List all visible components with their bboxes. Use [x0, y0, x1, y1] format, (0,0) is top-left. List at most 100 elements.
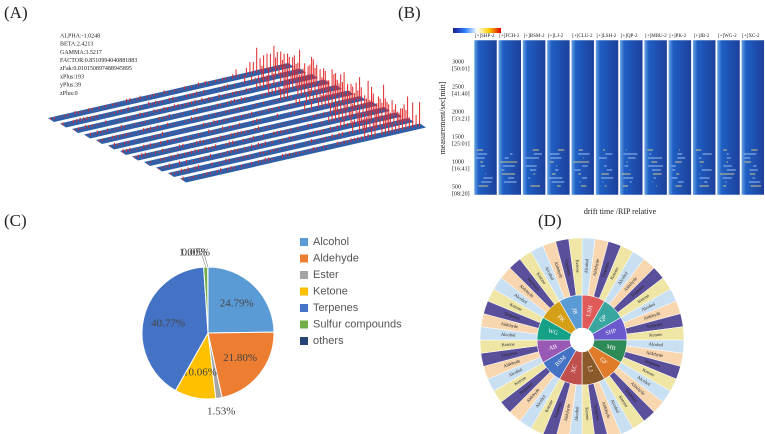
sample-name: [+]MBU-2 [645, 34, 667, 39]
spectrum-peaks [86, 59, 325, 137]
segment-label: Terpenes [600, 261, 610, 278]
y-tick-label: 1500 [452, 134, 464, 140]
sector-label: SHP [605, 328, 618, 337]
segment-label: Alcohol [583, 258, 589, 274]
sample-name: [+]PK-2 [669, 34, 686, 39]
segment-label: Ketone [609, 266, 619, 280]
value-label: 0.05% [182, 247, 210, 259]
sector-label: JB [570, 307, 577, 315]
segment-label: Terpenes [593, 404, 601, 421]
y-tick-label: 2500 [452, 84, 464, 90]
spectrum-peaks [158, 96, 397, 170]
sector-label: GF [598, 357, 608, 367]
segment-label: Aldehyde [500, 321, 518, 329]
y-tick-label: 2000 [452, 109, 464, 115]
segment-label: Ketone [513, 375, 527, 386]
sample-name: [+]LJ-2 [548, 34, 564, 39]
segment-label: Ketone [584, 407, 590, 420]
sector-label: LSH [586, 304, 595, 317]
heatmap [498, 39, 522, 196]
legend-swatch [300, 254, 308, 263]
segment-label: Ketone [536, 271, 547, 285]
sector-label: AB [548, 344, 558, 352]
segment-label: Ketone [636, 293, 650, 304]
heatmap [473, 39, 498, 196]
legend-swatch [300, 238, 308, 246]
outer-segment [556, 383, 577, 434]
y-tick-label: [08:20] [452, 191, 470, 197]
legend-label: Alcohol [313, 236, 349, 248]
spectrum-peaks [62, 49, 301, 126]
legend-swatch [300, 287, 308, 296]
segment-label: Aldehyde [592, 258, 600, 276]
panel-c: 24.79% 21.80% 1.53% 10.06% 40.77% 1.00%0.05% A… [141, 236, 402, 417]
segment-label: Terpenes [646, 321, 663, 329]
pie-slice [141, 266, 209, 392]
segment-label: Aldehyde [601, 401, 611, 419]
segment-label: Aldehyde [646, 350, 664, 358]
legend-label: Ketone [313, 285, 348, 297]
panel-label: (D) [538, 211, 562, 230]
value-label: 1.53% [207, 405, 235, 417]
panel-label: (C) [4, 211, 27, 230]
sample-name: [+]QP-2 [621, 34, 638, 39]
outer-segment [542, 381, 571, 434]
segment-label: Terpenes [564, 259, 572, 276]
value-label: 40.77% [151, 317, 185, 329]
spectrum-peaks [122, 77, 361, 153]
legend-label: Ester [313, 269, 339, 281]
segment-label: Ketone [649, 332, 662, 338]
pie-slice [207, 266, 275, 334]
outer-segment [598, 378, 634, 434]
spectrum-peaks [146, 84, 385, 164]
sample-name: [+]SHP-2 [475, 34, 495, 39]
leader-line [200, 252, 207, 268]
segment-label: Ketone [618, 394, 629, 408]
param-text: ALPHA:-1.0248 [60, 33, 100, 39]
spectrum-peaks [110, 72, 349, 148]
spectrum-peaks [182, 102, 421, 181]
panel-label: (A) [4, 3, 28, 22]
value-label: 10.06% [183, 367, 217, 379]
legend-label: Sulfur compounds [313, 318, 402, 330]
spectrum-peaks [170, 96, 409, 175]
outer-segment [568, 237, 583, 296]
heatmap [546, 39, 571, 196]
segment-label: Aldehyde [643, 311, 661, 321]
segment-label: Alcohol [648, 341, 664, 347]
sector-label: QP [599, 314, 609, 324]
heatmap [668, 39, 692, 196]
value-label: 21.80% [223, 352, 257, 364]
outer-segment [593, 381, 622, 434]
legend-swatch [300, 320, 308, 329]
segment-label: Terpenes [553, 401, 563, 418]
x-axis-label: drift time /RIP relative [584, 207, 657, 216]
outer-segment [587, 383, 608, 434]
sector-label: PK [556, 314, 566, 324]
param-text: FACTOR:0.8510994040881883 [60, 58, 137, 64]
param-text: yPlus:39 [60, 83, 81, 89]
spectrum-peaks [98, 68, 337, 142]
segment-label: Ketone [544, 399, 554, 413]
sample-name: [+]CLU-2 [572, 34, 593, 39]
legend-swatch [300, 304, 308, 312]
sample-name: [+]BSM-2 [524, 34, 545, 39]
sample-name: [+]JB-2 [694, 34, 710, 39]
value-label: 1.00% [179, 247, 207, 259]
param-text: zFak:0.010150897488945895 [60, 66, 132, 72]
spectrum-peaks [50, 45, 289, 120]
segment-label: Terpenes [644, 358, 661, 368]
segment-label: Alcohol [574, 406, 580, 422]
y-tick-label: 500 [452, 184, 461, 190]
sample-name: [+]LSH-2 [597, 34, 617, 39]
segment-label: Alcohol [544, 266, 555, 282]
heatmap [570, 39, 595, 196]
center [570, 328, 594, 352]
sector-label: MB [606, 344, 617, 352]
y-tick-label: [33:21] [452, 116, 470, 122]
legend-label: Aldehyde [313, 252, 359, 264]
y-axis-label: measurement/sec[min] [438, 81, 447, 154]
y-tick-label: [41:40] [452, 91, 470, 97]
outer-segment [581, 384, 595, 434]
